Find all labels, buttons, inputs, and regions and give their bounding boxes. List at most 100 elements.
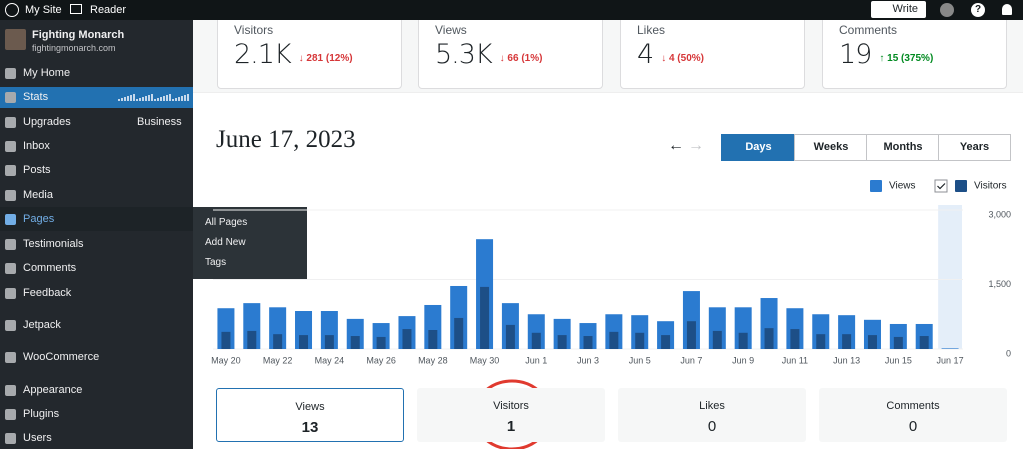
bar [376, 336, 386, 349]
bar [221, 331, 231, 349]
summary-tab[interactable]: Visitors 1 [417, 388, 605, 442]
legend-swatch [955, 180, 967, 192]
menu-icon [5, 239, 16, 250]
sparkline-bar [163, 96, 165, 101]
summary-value: 1 [506, 418, 516, 435]
submenu-item[interactable]: Add New [205, 237, 246, 248]
prev-period[interactable]: ← [668, 137, 684, 154]
menu-item[interactable]: Posts [23, 164, 51, 176]
period-tab[interactable]: Days [721, 134, 796, 161]
y-tick-label: 0 [1006, 348, 1011, 358]
site-url[interactable]: fightingmonarch.com [32, 43, 116, 53]
highlight-label: Comments [839, 23, 898, 37]
bar [402, 329, 412, 349]
bar [790, 329, 800, 349]
avatar[interactable] [940, 3, 954, 17]
sparkline-bar [175, 98, 177, 101]
submenu-item[interactable]: All Pages [205, 217, 248, 228]
menu-icon [5, 409, 16, 420]
highlights: Visitors 2.1K ↓ 281 (12%) Views 5.3K ↓ 66 (1%… [193, 20, 1023, 93]
x-tick-label: Jun 13 [833, 355, 860, 365]
highlight-label: Likes [637, 23, 666, 37]
x-tick-label: May 24 [315, 355, 345, 365]
highlight-card: Visitors 2.1K ↓ 281 (12%) [217, 20, 402, 89]
bar [893, 336, 903, 349]
summary-tab[interactable]: Likes 0 [618, 388, 806, 442]
sparkline-bar [157, 98, 159, 101]
menu-item[interactable]: Jetpack [23, 319, 61, 331]
sparkline-bar [124, 97, 126, 101]
bar [299, 335, 309, 349]
menu-item[interactable]: Media [23, 189, 53, 201]
summary-label: Comments [886, 400, 940, 412]
highlight-value: 4 [637, 39, 654, 70]
bar [686, 321, 696, 349]
menu-icon [5, 141, 16, 152]
menu-item[interactable]: Stats [23, 91, 49, 103]
period-date: June 17, 2023 [216, 126, 356, 153]
sparkline-bar [148, 95, 150, 101]
sparkline-bar [127, 96, 129, 101]
bar [842, 334, 852, 349]
write-button[interactable]: Write [871, 1, 926, 18]
reader-icon [70, 4, 82, 14]
bar [712, 330, 722, 349]
menu-item[interactable]: Pages [23, 213, 55, 225]
bar [635, 332, 645, 349]
menu-item[interactable]: Plugins [23, 408, 60, 420]
summary-tab[interactable]: Views 13 [216, 388, 404, 442]
highlight-value: 19 [839, 39, 872, 70]
menu-item[interactable]: Comments [23, 262, 77, 274]
summary-value: 13 [301, 419, 319, 436]
sparkline-bar [118, 99, 120, 101]
menu-item[interactable]: Upgrades [23, 116, 71, 128]
reader-link[interactable]: Reader [90, 4, 127, 16]
period-tab[interactable]: Months [866, 134, 940, 161]
bar [324, 335, 334, 349]
period-tab[interactable]: Weeks [794, 134, 868, 161]
menu-item[interactable]: WooCommerce [23, 351, 100, 363]
notifications[interactable] [1002, 4, 1012, 15]
bar [764, 328, 774, 349]
menu-item[interactable]: Appearance [23, 384, 83, 396]
x-tick-label: May 28 [418, 355, 448, 365]
summary-label: Likes [699, 400, 725, 412]
bar [583, 336, 593, 349]
bar [273, 334, 283, 349]
selected-day-highlight [938, 205, 962, 349]
menu-badge: Business [137, 116, 182, 128]
menu-icon [5, 117, 16, 128]
x-tick-label: Jun 11 [782, 355, 808, 365]
period-tab[interactable]: Years [938, 134, 1011, 161]
menu-item[interactable]: Testimonials [23, 238, 84, 250]
sparkline-bar [172, 99, 174, 101]
help-button[interactable]: ? [971, 3, 985, 17]
my-site-link[interactable]: My Site [25, 4, 62, 16]
next-period: → [688, 137, 704, 154]
summary-tab[interactable]: Comments 0 [819, 388, 1007, 442]
summary-label: Views [295, 401, 325, 413]
sidebar: Fighting Monarch fightingmonarch.com My … [0, 20, 193, 449]
wp-logo[interactable] [5, 3, 19, 17]
x-tick-label: May 30 [470, 355, 500, 365]
checkmark [937, 183, 946, 190]
x-tick-label: Jun 15 [885, 355, 912, 365]
menu-item[interactable]: My Home [23, 67, 71, 79]
bar [454, 317, 464, 349]
menu-item[interactable]: Inbox [23, 140, 50, 152]
menu-icon [5, 433, 16, 444]
submenu-item[interactable]: Tags [205, 257, 227, 268]
legend-label: Visitors [974, 181, 1007, 192]
legend-checkbox[interactable] [934, 179, 948, 193]
site-name[interactable]: Fighting Monarch [32, 29, 125, 41]
menu-item[interactable]: Feedback [23, 287, 72, 299]
bar [816, 334, 826, 349]
y-tick-label: 3,000 [988, 209, 1011, 219]
sparkline-bar [145, 96, 147, 101]
x-tick-label: May 22 [263, 355, 293, 365]
menu-icon [5, 352, 16, 363]
bar [738, 332, 748, 349]
menu-item[interactable]: Users [23, 432, 52, 444]
